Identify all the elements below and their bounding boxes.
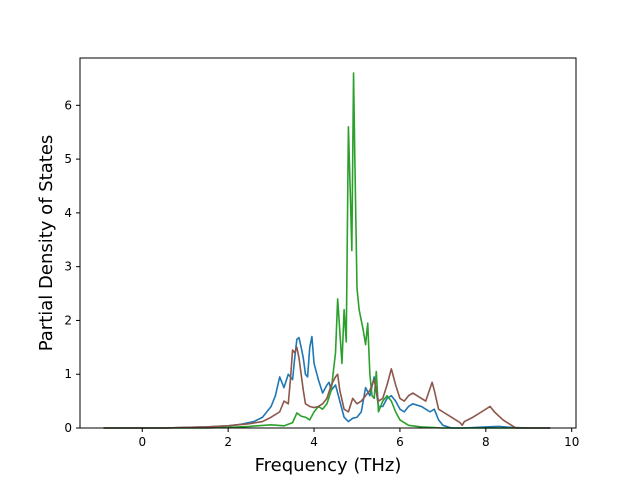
y-tick-label: 1: [64, 367, 72, 381]
y-tick-label: 0: [64, 421, 72, 435]
series-line-2: [103, 346, 551, 429]
series-line-1: [103, 72, 551, 429]
x-axis: 0 2 4 6 8 10: [138, 428, 579, 449]
x-tick-label: 10: [564, 435, 579, 449]
plot-background: [80, 58, 576, 428]
y-tick-label: 4: [64, 206, 72, 220]
plot-frame: [79, 57, 577, 429]
x-tick-label: 2: [224, 435, 232, 449]
y-tick-label: 2: [64, 313, 72, 327]
x-tick-label: 4: [310, 435, 318, 449]
series-line-0: [103, 335, 551, 429]
x-axis-label: Frequency (THz): [255, 455, 402, 476]
x-tick-label: 0: [138, 435, 146, 449]
y-tick-label: 6: [64, 98, 72, 112]
y-axis-label: Partial Density of States: [36, 135, 57, 352]
y-tick-label: 3: [64, 260, 72, 274]
x-tick-label: 6: [396, 435, 404, 449]
y-tick-label: 5: [64, 152, 72, 166]
x-tick-label: 8: [482, 435, 490, 449]
y-axis: 0 1 2 3 4 5 6: [64, 98, 80, 435]
series-layer: [103, 72, 551, 429]
